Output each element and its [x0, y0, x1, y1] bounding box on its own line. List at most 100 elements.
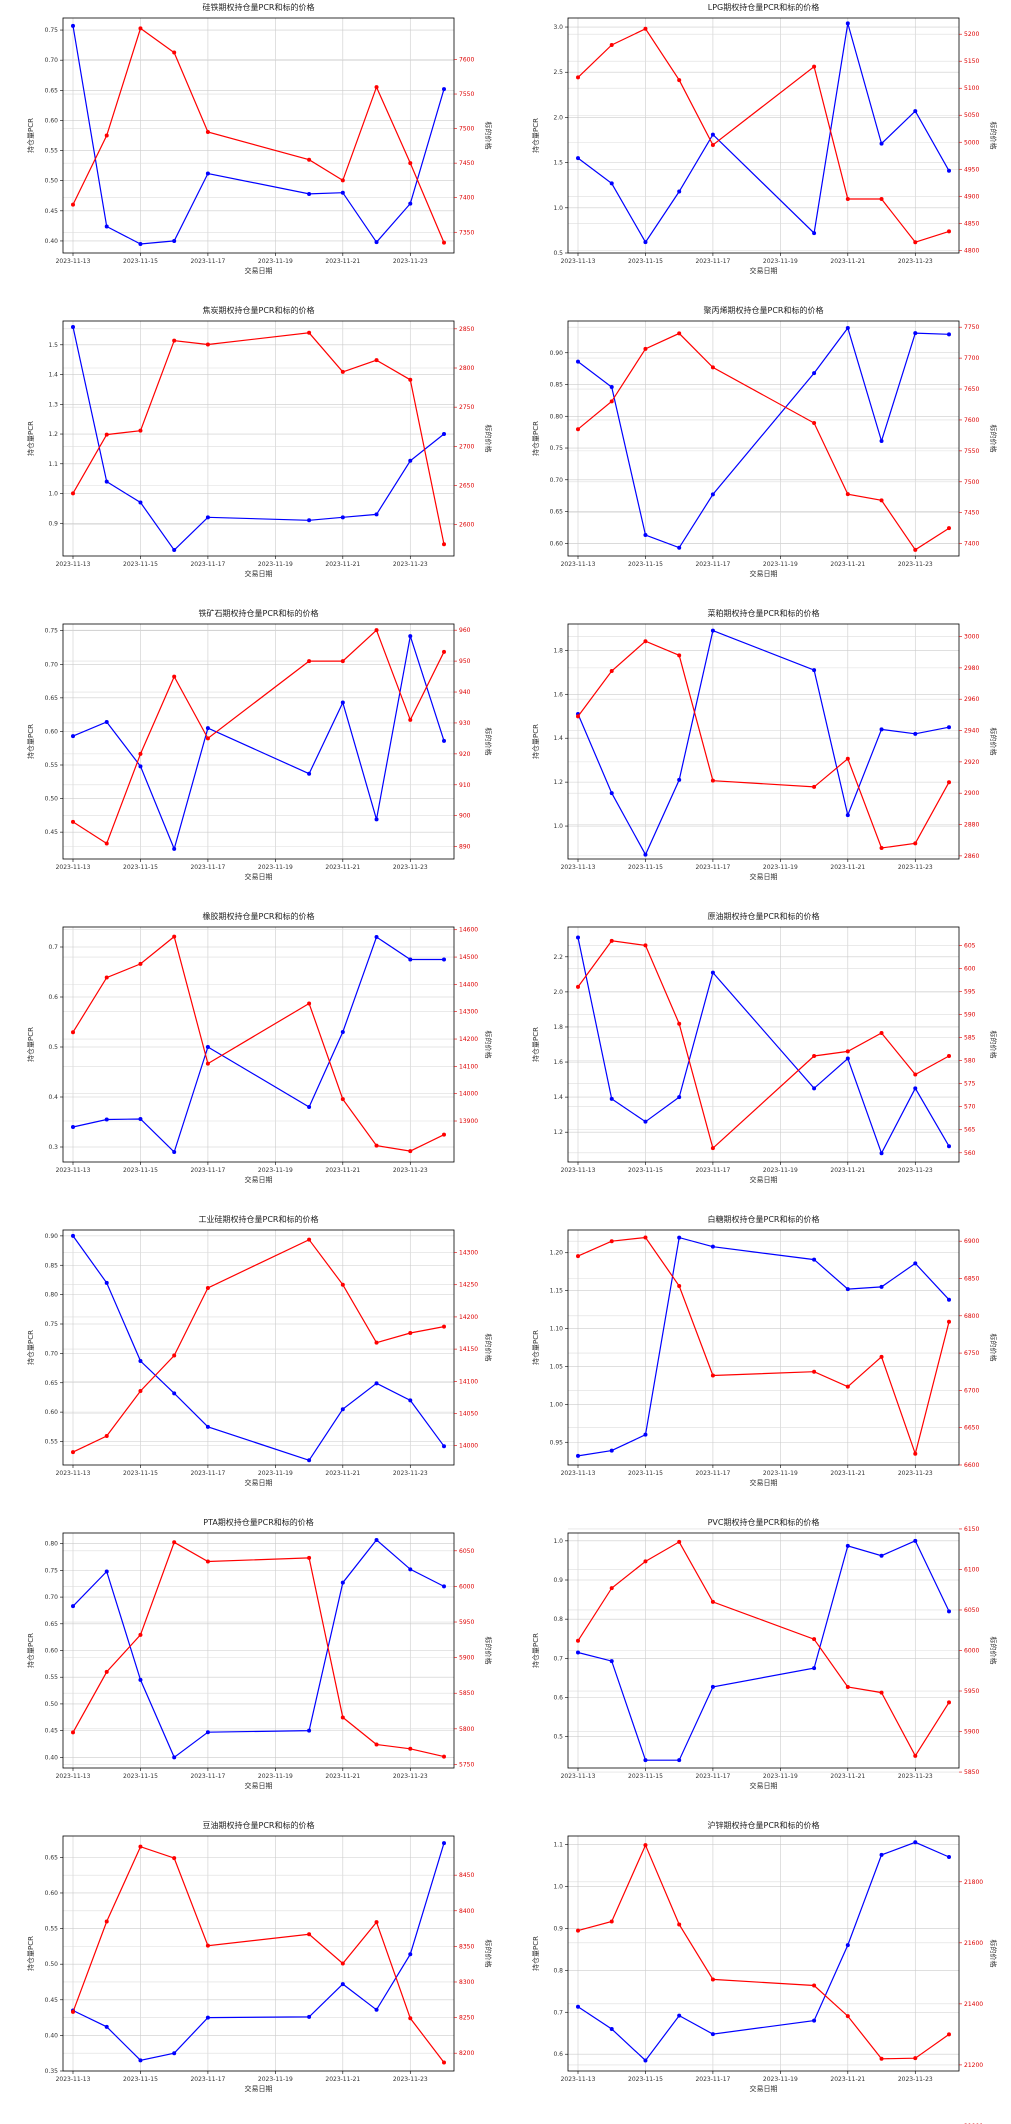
- price-point: [576, 1254, 580, 1259]
- price-point: [172, 338, 177, 343]
- price-point: [812, 64, 817, 69]
- price-point: [576, 427, 580, 432]
- y2-tick-label: 7600: [459, 56, 474, 63]
- y2-tick-label: 14300: [459, 1009, 478, 1016]
- y2-tick-label: 14300: [459, 1250, 478, 1257]
- y2-tick-label: 7500: [459, 126, 474, 133]
- y2-tick-label: 21800: [964, 1879, 983, 1886]
- pcr-point: [340, 1982, 345, 1987]
- x-tick-label: 2023-11-21: [830, 1773, 865, 1780]
- price-point: [442, 240, 446, 245]
- y-tick-label: 0.90: [45, 1233, 59, 1240]
- price-point: [172, 1540, 177, 1545]
- pcr-line: [72, 1842, 445, 2061]
- y-axis-label-right: 标的价格: [484, 1637, 493, 1665]
- y-tick-label: 0.65: [45, 87, 59, 94]
- y2-tick-label: 5050: [964, 112, 979, 119]
- pcr-line: [577, 23, 950, 244]
- y2-tick-label: 6800: [964, 1313, 979, 1320]
- y2-tick-label: 8200: [459, 2050, 474, 2057]
- y-tick-label: 0.9: [553, 1577, 563, 1584]
- pcr-point: [845, 1943, 850, 1948]
- y-tick-label: 0.7: [553, 2009, 563, 2016]
- y2-tick-label: 5800: [459, 1726, 474, 1733]
- price-point: [104, 133, 109, 138]
- y-tick-label: 1.4: [553, 1094, 563, 1101]
- y-axis-label-left: 持仓量PCR: [26, 1633, 35, 1668]
- x-tick-label: 2023-11-15: [628, 1470, 663, 1477]
- price-point: [138, 1844, 143, 1849]
- pcr-line: [577, 629, 950, 856]
- pcr-point: [442, 1584, 446, 1589]
- y2-tick-label: 7400: [459, 195, 474, 202]
- y2-tick-label: 6000: [964, 1648, 979, 1655]
- pcr-point: [710, 132, 715, 137]
- x-tick-label: 2023-11-23: [393, 258, 428, 265]
- x-tick-label: 2023-11-21: [325, 1470, 360, 1477]
- price-point: [138, 751, 143, 756]
- price-line: [577, 1236, 950, 1456]
- pcr-point: [442, 957, 446, 962]
- y2-tick-label: 5950: [964, 1688, 979, 1695]
- pcr-point: [947, 168, 951, 173]
- y-tick-label: 1.6: [553, 691, 563, 698]
- x-tick-label: 2023-11-15: [123, 258, 158, 265]
- pcr-point: [205, 171, 210, 176]
- y-tick-label: 0.90: [550, 350, 564, 357]
- pcr-point: [677, 1095, 682, 1100]
- x-tick-label: 2023-11-19: [763, 1167, 798, 1174]
- pcr-point: [374, 1381, 379, 1386]
- y2-tick-label: 14150: [459, 1346, 478, 1353]
- pcr-point: [710, 970, 715, 975]
- y2-tick-label: 5950: [459, 1619, 474, 1626]
- y2-tick-label: 13900: [459, 1118, 478, 1125]
- price-point: [710, 778, 715, 783]
- chart-title: 菜粕期权持仓量PCR和标的价格: [708, 608, 820, 618]
- pcr-point: [104, 1280, 109, 1285]
- y2-tick-label: 6050: [459, 1548, 474, 1555]
- y-tick-label: 1.0: [553, 205, 563, 212]
- chart-3: 焦炭期权持仓量PCR和标的价格 2023-11-13 2023-11-15 2023-…: [26, 305, 493, 578]
- price-point: [172, 674, 177, 679]
- pcr-point: [374, 935, 379, 939]
- y2-tick-label: 5900: [459, 1655, 474, 1662]
- pcr-line: [72, 635, 445, 851]
- price-point: [374, 358, 379, 363]
- pcr-point: [812, 1257, 817, 1262]
- y-tick-label: 3.0: [553, 24, 563, 31]
- x-tick-label: 2023-11-13: [561, 561, 596, 568]
- y2-tick-label: 14200: [459, 1036, 478, 1043]
- chart-13: 豆油期权持仓量PCR和标的价格 2023-11-13 2023-11-15 2023-…: [26, 1820, 493, 2093]
- price-point: [812, 421, 817, 426]
- pcr-point: [340, 1580, 345, 1585]
- price-point: [947, 1700, 951, 1705]
- pcr-point: [442, 738, 446, 743]
- price-point: [879, 1354, 884, 1359]
- pcr-point: [408, 458, 413, 463]
- price-point: [172, 934, 177, 939]
- y-tick-label: 0.50: [45, 1961, 59, 1968]
- pcr-point: [913, 1261, 918, 1266]
- pcr-point: [576, 1453, 580, 1458]
- x-axis-label: 交易日期: [750, 266, 778, 275]
- y-axis-label-left: 持仓量PCR: [26, 724, 35, 759]
- x-tick-label: 2023-11-23: [393, 864, 428, 871]
- y2-tick-label: 14200: [459, 1314, 478, 1321]
- chart-title: 工业硅期权持仓量PCR和标的价格: [199, 1214, 319, 1224]
- y2-tick-label: 6050: [964, 1607, 979, 1614]
- pcr-point: [643, 852, 648, 857]
- y2-tick-label: 3000: [964, 634, 979, 641]
- x-axis-label: 交易日期: [245, 872, 273, 881]
- x-tick-label: 2023-11-21: [830, 864, 865, 871]
- pcr-point: [340, 515, 345, 520]
- price-point: [307, 157, 312, 162]
- price-point: [71, 2009, 75, 2014]
- x-tick-label: 2023-11-17: [190, 258, 225, 265]
- x-tick-label: 2023-11-17: [190, 1167, 225, 1174]
- y-axis-label-left: 持仓量PCR: [26, 421, 35, 456]
- pcr-point: [947, 1609, 951, 1614]
- x-tick-label: 2023-11-15: [123, 2076, 158, 2083]
- pcr-point: [205, 1045, 210, 1049]
- x-axis-label: 交易日期: [245, 2084, 273, 2093]
- price-point: [812, 1637, 817, 1642]
